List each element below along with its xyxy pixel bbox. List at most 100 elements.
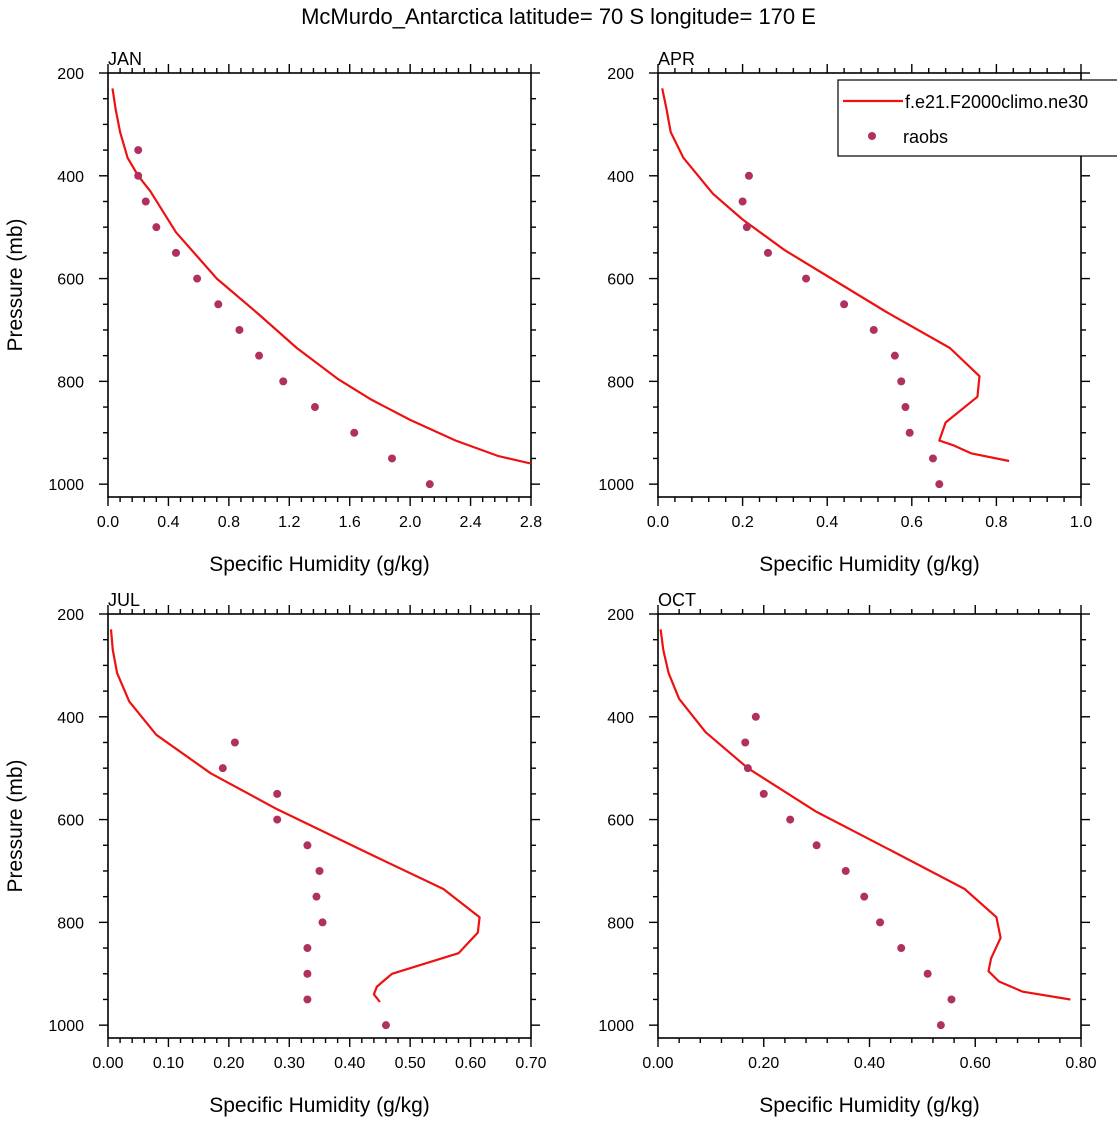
obs-point-oct xyxy=(897,944,906,953)
obs-point-oct xyxy=(923,969,932,978)
y-tick-label-jul: 1000 xyxy=(48,1018,84,1035)
y-tick-label-apr: 1000 xyxy=(598,477,634,494)
x-tick-label-apr: 0.6 xyxy=(901,514,923,531)
data-layer-jan xyxy=(111,88,531,489)
x-axis-label-apr: Specific Humidity (g/kg) xyxy=(759,553,980,576)
obs-point-jan xyxy=(134,146,143,155)
x-tick-label-jan: 2.0 xyxy=(399,514,421,531)
obs-point-jul xyxy=(303,995,312,1004)
x-axis-label-oct: Specific Humidity (g/kg) xyxy=(759,1094,980,1117)
obs-point-jul xyxy=(218,764,227,773)
x-tick-label-jul: 0.20 xyxy=(213,1055,244,1072)
legend-obs-swatch xyxy=(868,132,876,140)
y-tick-label-jan: 1000 xyxy=(48,477,84,494)
obs-point-jan xyxy=(134,171,143,180)
x-tick-label-jul: 0.50 xyxy=(395,1055,426,1072)
panel-title-jul: JUL xyxy=(108,590,140,610)
obs-point-jan xyxy=(388,454,397,463)
obs-point-jul xyxy=(381,1021,390,1030)
data-layer-apr xyxy=(661,88,1010,489)
obs-point-jul xyxy=(303,969,312,978)
obs-point-apr xyxy=(869,325,878,334)
x-tick-label-apr: 1.0 xyxy=(1070,514,1092,531)
y-tick-label-apr: 200 xyxy=(607,66,634,83)
obs-point-oct xyxy=(936,1021,945,1030)
x-tick-label-jul: 0.10 xyxy=(153,1055,184,1072)
y-tick-label-jan: 400 xyxy=(57,169,84,186)
obs-point-jan xyxy=(425,480,434,489)
obs-point-oct xyxy=(741,738,750,747)
y-tick-label-apr: 800 xyxy=(607,374,634,391)
plot-frame-oct xyxy=(657,613,1082,1039)
y-tick-label-oct: 800 xyxy=(607,915,634,932)
y-tick-label-oct: 400 xyxy=(607,710,634,727)
obs-point-jan xyxy=(255,351,264,360)
obs-point-oct xyxy=(786,815,795,824)
model-line-oct xyxy=(659,629,1071,1001)
model-line-jul xyxy=(109,629,481,1003)
y-tick-label-jul: 800 xyxy=(57,915,84,932)
data-layer-oct xyxy=(659,629,1071,1030)
obs-point-jan xyxy=(152,223,161,232)
y-tick-label-jan: 600 xyxy=(57,272,84,289)
legend-box xyxy=(837,79,1117,157)
obs-point-oct xyxy=(947,995,956,1004)
obs-point-oct xyxy=(860,892,869,901)
obs-point-apr xyxy=(890,351,899,360)
obs-point-jan xyxy=(214,300,223,309)
obs-point-oct xyxy=(751,712,760,721)
obs-point-apr xyxy=(840,300,849,309)
legend-obs-label: raobs xyxy=(903,127,948,147)
y-tick-label-jan: 200 xyxy=(57,66,84,83)
x-tick-label-apr: 0.2 xyxy=(731,514,753,531)
obs-point-jan xyxy=(279,377,288,386)
obs-point-jul xyxy=(312,892,321,901)
obs-point-jul xyxy=(318,918,327,927)
panel-title-apr: APR xyxy=(658,49,695,69)
legend: f.e21.F2000climo.ne30 raobs xyxy=(837,79,1117,157)
x-tick-label-jan: 2.8 xyxy=(520,514,542,531)
panel-jul: JUL 0.00 0.10 0.20 0.30 0.40 0.50 0.60 0.70 200 40… xyxy=(4,590,547,1117)
x-tick-label-jul: 0.00 xyxy=(92,1055,123,1072)
plot-frame-jan xyxy=(107,72,532,498)
y-tick-label-oct: 1000 xyxy=(598,1018,634,1035)
x-tick-label-jan: 1.2 xyxy=(278,514,300,531)
obs-point-apr xyxy=(738,197,747,206)
model-line-apr xyxy=(661,88,1010,463)
obs-point-apr xyxy=(742,223,751,232)
obs-point-jan xyxy=(141,197,150,206)
y-tick-label-jul: 400 xyxy=(57,710,84,727)
obs-point-oct xyxy=(759,789,768,798)
y-tick-label-oct: 200 xyxy=(607,607,634,624)
panel-apr: APR 0.0 0.2 0.4 0.6 0.8 1.0 200 400 600 800 1000 Spe… xyxy=(598,49,1117,576)
x-tick-label-jan: 0.0 xyxy=(97,514,119,531)
x-tick-label-oct: 0.00 xyxy=(642,1055,673,1072)
x-tick-label-apr: 0.4 xyxy=(816,514,838,531)
x-tick-label-oct: 0.80 xyxy=(1065,1055,1096,1072)
x-tick-label-jan: 1.6 xyxy=(339,514,361,531)
panel-title-oct: OCT xyxy=(658,590,696,610)
obs-point-jan xyxy=(235,325,244,334)
obs-point-jul xyxy=(230,738,239,747)
x-tick-label-apr: 0.0 xyxy=(647,514,669,531)
obs-point-oct xyxy=(743,764,752,773)
legend-model-label: f.e21.F2000climo.ne30 xyxy=(905,92,1088,112)
x-tick-label-apr: 0.8 xyxy=(985,514,1007,531)
y-tick-label-apr: 400 xyxy=(607,169,634,186)
x-tick-label-jul: 0.30 xyxy=(274,1055,305,1072)
obs-point-jul xyxy=(273,789,282,798)
obs-point-jul xyxy=(273,815,282,824)
obs-point-jan xyxy=(350,428,359,437)
obs-point-jan xyxy=(171,248,180,257)
x-tick-label-jan: 2.4 xyxy=(459,514,481,531)
y-tick-label-oct: 600 xyxy=(607,813,634,830)
obs-point-oct xyxy=(812,841,821,850)
y-tick-label-jan: 800 xyxy=(57,374,84,391)
obs-point-apr xyxy=(905,428,914,437)
model-line-jan xyxy=(111,88,531,465)
x-tick-label-oct: 0.40 xyxy=(854,1055,885,1072)
obs-point-oct xyxy=(841,866,850,875)
obs-point-jan xyxy=(310,403,319,412)
x-tick-label-jul: 0.60 xyxy=(455,1055,486,1072)
obs-point-apr xyxy=(802,274,811,283)
